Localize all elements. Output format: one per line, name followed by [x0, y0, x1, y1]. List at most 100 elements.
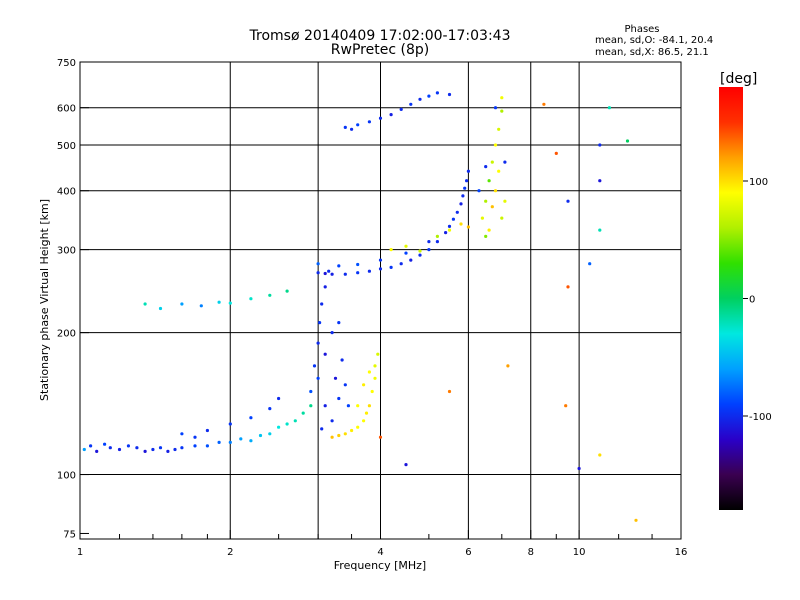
- data-point: [542, 102, 546, 106]
- data-point: [217, 300, 221, 304]
- data-point: [389, 248, 393, 252]
- data-point: [427, 240, 431, 244]
- data-point: [389, 113, 393, 117]
- data-point: [89, 444, 93, 448]
- x-tick-label: 10: [573, 547, 586, 558]
- data-point: [506, 364, 510, 368]
- data-point: [285, 422, 289, 426]
- data-point: [205, 444, 209, 448]
- data-point: [435, 234, 439, 238]
- data-point: [320, 302, 324, 306]
- data-point: [554, 151, 558, 155]
- y-axis: 75 100 200 300 400 500 600 750: [57, 58, 89, 540]
- data-point: [493, 106, 498, 110]
- data-point: [356, 271, 360, 275]
- data-point: [193, 444, 197, 448]
- chart-subtitle: RwPretec (8p): [331, 42, 429, 58]
- data-point: [356, 123, 360, 127]
- data-point: [158, 446, 163, 450]
- data-point: [484, 165, 488, 169]
- y-tick-label: 100: [57, 471, 76, 482]
- data-point: [447, 92, 452, 97]
- data-point: [447, 389, 452, 394]
- colorbar: [719, 87, 743, 510]
- data-point: [480, 216, 484, 220]
- data-point: [427, 94, 431, 98]
- data-point: [364, 411, 369, 415]
- data-point: [409, 258, 413, 262]
- data-point: [418, 249, 422, 253]
- data-point: [103, 442, 107, 446]
- data-point: [293, 419, 297, 423]
- data-point: [117, 447, 122, 452]
- data-point: [228, 422, 232, 426]
- data-point: [459, 222, 463, 226]
- data-point: [350, 127, 354, 131]
- data-point: [409, 102, 413, 106]
- data-point: [404, 251, 408, 255]
- data-point: [418, 253, 422, 257]
- data-point: [350, 428, 354, 433]
- data-point: [373, 376, 377, 380]
- data-point: [268, 407, 272, 411]
- data-point: [459, 202, 463, 206]
- legend-title: Phases: [624, 24, 659, 35]
- data-point: [447, 224, 452, 228]
- data-point: [399, 107, 403, 111]
- y-tick-label: 200: [57, 329, 76, 340]
- data-point: [598, 228, 602, 232]
- data-point: [309, 389, 313, 394]
- x-axis-label: Frequency [MHz]: [334, 559, 426, 572]
- data-point: [356, 262, 360, 267]
- y-axis-label: Stationary phase Virtual Height [km]: [38, 199, 51, 401]
- y-tick-label: 400: [57, 187, 76, 198]
- data-point: [268, 432, 272, 436]
- data-point: [477, 189, 481, 193]
- data-point: [108, 446, 112, 450]
- data-point: [180, 302, 184, 306]
- data-point: [258, 433, 263, 438]
- data-point: [320, 427, 324, 431]
- data-point: [330, 331, 334, 335]
- gridlines: [80, 62, 681, 539]
- data-point: [455, 210, 459, 214]
- data-point: [463, 186, 467, 190]
- data-point: [135, 446, 139, 450]
- data-point: [316, 262, 320, 266]
- data-point: [404, 244, 408, 248]
- x-tick-label: 2: [227, 547, 233, 558]
- data-point: [503, 199, 507, 203]
- x-axis: 1 2 4 6 8 10 16: [77, 530, 688, 558]
- data-point: [367, 370, 371, 374]
- data-point: [180, 446, 184, 450]
- x-tick-label: 16: [675, 547, 688, 558]
- data-point: [598, 143, 602, 147]
- data-point: [95, 449, 99, 453]
- data-point: [301, 411, 305, 415]
- data-point: [493, 143, 498, 147]
- data-point: [378, 116, 383, 120]
- data-point: [418, 97, 422, 101]
- x-tick-label: 1: [77, 547, 83, 558]
- data-point: [461, 194, 465, 198]
- data-point: [337, 433, 341, 438]
- data-point: [343, 272, 347, 276]
- data-point: [625, 139, 630, 143]
- data-point: [312, 364, 317, 368]
- data-point: [180, 432, 184, 436]
- data-point: [343, 432, 347, 436]
- data-point: [330, 272, 334, 276]
- data-point: [316, 271, 320, 275]
- data-point: [268, 293, 272, 297]
- data-point: [228, 301, 232, 305]
- data-point: [497, 169, 501, 173]
- data-point: [318, 321, 322, 325]
- data-point: [199, 304, 203, 308]
- data-points: [82, 91, 638, 522]
- data-point: [588, 262, 592, 266]
- data-point: [249, 439, 253, 443]
- data-point: [173, 447, 177, 452]
- data-point: [249, 297, 253, 301]
- data-point: [239, 437, 243, 441]
- data-point: [435, 240, 439, 244]
